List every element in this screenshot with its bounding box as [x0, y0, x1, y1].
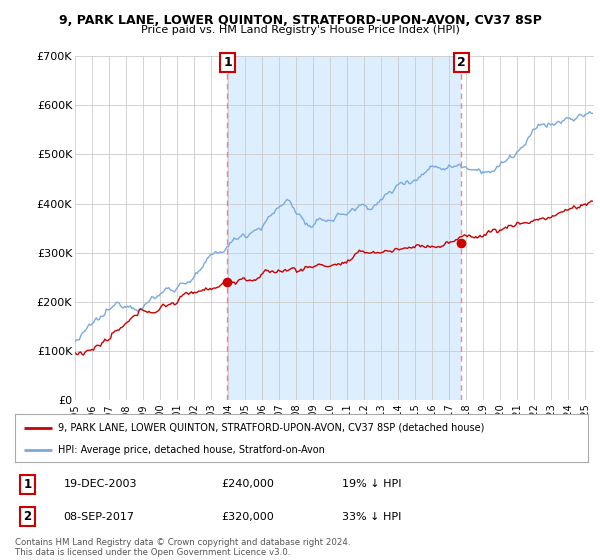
Text: 2: 2 [23, 510, 32, 523]
Text: 19-DEC-2003: 19-DEC-2003 [64, 479, 137, 489]
Text: £240,000: £240,000 [221, 479, 274, 489]
Text: 19% ↓ HPI: 19% ↓ HPI [341, 479, 401, 489]
Text: Price paid vs. HM Land Registry's House Price Index (HPI): Price paid vs. HM Land Registry's House … [140, 25, 460, 35]
Text: 1: 1 [23, 478, 32, 491]
Text: HPI: Average price, detached house, Stratford-on-Avon: HPI: Average price, detached house, Stra… [58, 445, 325, 455]
Text: 2: 2 [457, 56, 466, 69]
Text: £320,000: £320,000 [221, 512, 274, 521]
Bar [227, 56, 461, 400]
Text: 33% ↓ HPI: 33% ↓ HPI [341, 512, 401, 521]
Text: 9, PARK LANE, LOWER QUINTON, STRATFORD-UPON-AVON, CV37 8SP: 9, PARK LANE, LOWER QUINTON, STRATFORD-U… [59, 14, 541, 27]
Text: 08-SEP-2017: 08-SEP-2017 [64, 512, 135, 521]
Text: Contains HM Land Registry data © Crown copyright and database right 2024.
This d: Contains HM Land Registry data © Crown c… [15, 538, 350, 557]
Text: 1: 1 [223, 56, 232, 69]
Text: 9, PARK LANE, LOWER QUINTON, STRATFORD-UPON-AVON, CV37 8SP (detached house): 9, PARK LANE, LOWER QUINTON, STRATFORD-U… [58, 423, 484, 433]
